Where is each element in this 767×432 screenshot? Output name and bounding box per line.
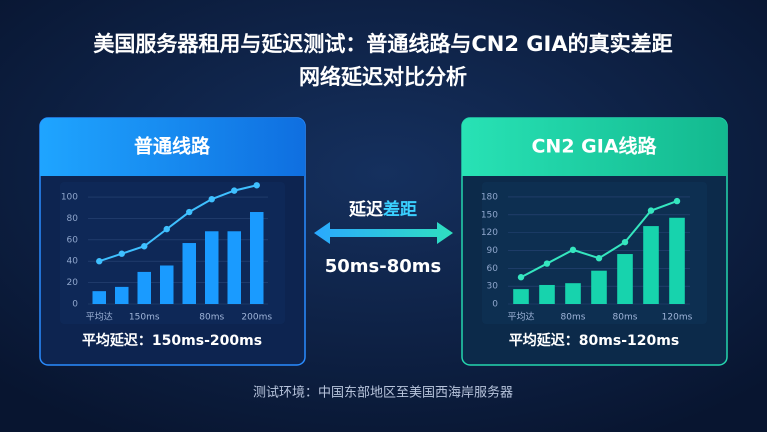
- line-point: [517, 274, 525, 281]
- line-point: [569, 246, 577, 254]
- y-tick-label: 30: [487, 282, 499, 292]
- x-tick-label: 平均达: [507, 311, 534, 323]
- x-tick-label: 80ms: [613, 313, 638, 323]
- bar: [565, 283, 581, 304]
- bar: [115, 286, 129, 304]
- line-point: [96, 258, 103, 265]
- line-point: [141, 243, 148, 250]
- line-point: [647, 207, 655, 214]
- subtitle: 网络延迟对比分析: [299, 65, 467, 89]
- title: 美国服务器租用与延迟测试：普通线路与CN2 GIA的真实差距: [93, 32, 672, 56]
- panel-title: CN2 GIA线路: [531, 135, 657, 158]
- label-part: 延迟: [348, 199, 383, 220]
- y-tick-label: 90: [487, 246, 499, 256]
- label-part: 差距: [383, 199, 417, 220]
- line-point: [673, 197, 681, 205]
- y-tick-label: 0: [492, 300, 498, 310]
- bar: [643, 226, 659, 304]
- y-tick-label: 120: [481, 228, 498, 238]
- annotation: 平均延迟：80ms-120ms: [509, 332, 679, 349]
- bar: [617, 254, 633, 304]
- y-tick-label: 80: [67, 214, 79, 224]
- line-point: [118, 250, 125, 257]
- y-tick-label: 0: [72, 300, 78, 310]
- y-tick-label: 60: [487, 264, 499, 274]
- x-tick-label: 200ms: [241, 313, 272, 323]
- y-tick-label: 60: [67, 235, 79, 245]
- x-tick-label: 80ms: [561, 313, 586, 323]
- footer: 测试环境：中国东部地区至美国西海岸服务器: [253, 385, 513, 401]
- bar: [669, 217, 685, 304]
- bar: [182, 243, 196, 304]
- y-tick-label: 20: [67, 278, 79, 288]
- bar: [591, 270, 607, 304]
- bar: [513, 289, 529, 304]
- comparison-label: 延迟差距: [348, 199, 417, 220]
- comparison-value: 50ms-80ms: [325, 256, 442, 277]
- y-tick-label: 180: [481, 192, 498, 202]
- x-tick-label: 150ms: [129, 313, 160, 323]
- x-tick-label: 80ms: [199, 313, 224, 323]
- annotation: 平均延迟：150ms-200ms: [82, 332, 262, 349]
- bar: [227, 231, 241, 304]
- bar: [539, 284, 555, 304]
- line-point: [595, 255, 603, 262]
- x-tick-label: 120ms: [662, 313, 693, 323]
- line-point: [186, 208, 193, 216]
- bar: [137, 271, 151, 304]
- panel-header: [462, 118, 727, 176]
- bar: [160, 265, 174, 304]
- bar: [250, 212, 264, 304]
- arrow: [314, 222, 453, 244]
- y-tick-label: 40: [67, 257, 79, 267]
- line-point: [208, 195, 215, 203]
- line-point: [543, 260, 551, 267]
- line-point: [621, 238, 629, 246]
- panel-title: 普通线路: [134, 135, 211, 158]
- line-point: [163, 225, 170, 233]
- line: [98, 184, 257, 263]
- y-tick-label: 100: [61, 193, 78, 203]
- line-point: [231, 187, 238, 194]
- line-point: [253, 182, 260, 189]
- bar: [205, 231, 219, 304]
- x-tick-label: 平均达: [86, 311, 113, 323]
- y-tick-label: 150: [481, 210, 498, 220]
- panel-header: [40, 118, 305, 176]
- bar: [92, 291, 106, 304]
